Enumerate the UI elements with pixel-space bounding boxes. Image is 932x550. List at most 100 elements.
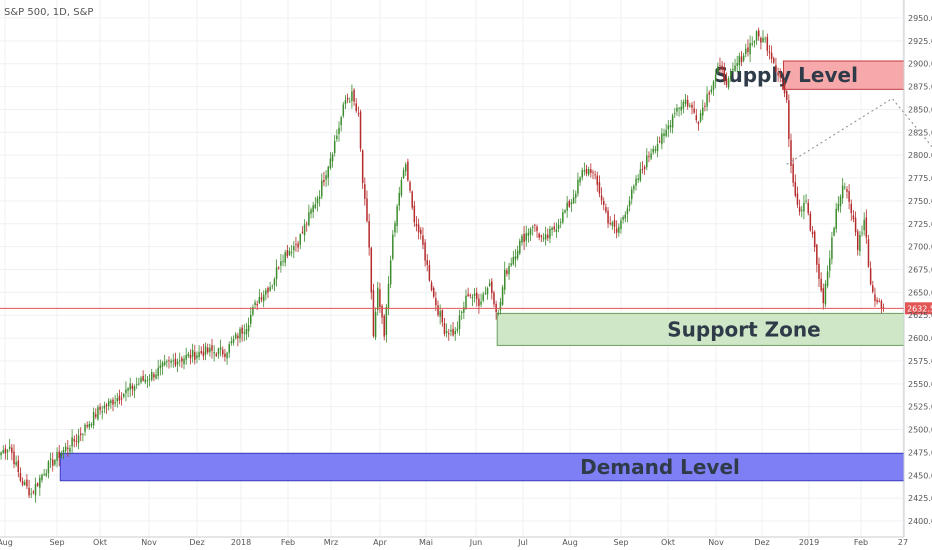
candle-body: [499, 301, 502, 311]
candle-body: [869, 268, 872, 285]
candle-body: [394, 223, 396, 233]
candle-body: [719, 65, 721, 66]
candle-body: [342, 104, 345, 116]
candle-body: [770, 52, 773, 59]
candle-body: [437, 305, 439, 315]
candle-body: [402, 170, 405, 178]
overlay: 2632.56: [0, 97, 932, 315]
candle-body: [357, 113, 360, 115]
candle-body: [237, 335, 239, 339]
candle-body: [856, 231, 859, 250]
candle-body: [97, 407, 99, 420]
candle-body: [376, 287, 379, 310]
candle-body: [454, 330, 456, 335]
candle-body: [198, 352, 200, 358]
candle-body: [863, 219, 865, 231]
y-tick-label: 2850.00: [908, 105, 932, 114]
candle-body: [624, 214, 627, 219]
candle-body: [680, 106, 682, 111]
candle-body: [105, 404, 108, 407]
candle-body: [865, 217, 868, 238]
candle-body: [129, 383, 131, 390]
candle-body: [11, 447, 13, 453]
candle-body: [460, 311, 463, 314]
candle-body: [788, 100, 790, 140]
candle-body: [534, 224, 536, 226]
candle-body: [262, 294, 265, 302]
candle-body: [75, 440, 78, 442]
candle-body: [79, 433, 82, 436]
candle-body: [639, 169, 642, 181]
candle-body: [469, 295, 472, 296]
candle-body: [602, 201, 605, 205]
candle-body: [30, 493, 32, 495]
candle-body: [310, 209, 312, 214]
candle-body: [389, 260, 392, 285]
candle-body: [49, 458, 52, 461]
candle-body: [501, 287, 504, 305]
candle-body: [417, 224, 420, 233]
candle-body: [107, 400, 110, 407]
candle-body: [475, 292, 478, 299]
y-tick-label: 2900.00: [908, 60, 932, 69]
candle-body: [762, 37, 764, 42]
candle-body: [422, 235, 424, 245]
candle-body: [878, 300, 881, 302]
candle-body: [181, 358, 183, 362]
candle-body: [452, 328, 454, 336]
candle-body: [234, 334, 237, 339]
candle-body: [142, 376, 144, 381]
candle-body: [626, 208, 629, 215]
candle-body: [381, 305, 383, 318]
candle-body: [82, 434, 84, 436]
x-tick-label: Nov: [141, 538, 157, 547]
candle-body: [465, 295, 467, 310]
candle-body: [239, 328, 241, 339]
candle-body: [540, 235, 543, 238]
candle-body: [478, 298, 480, 307]
candle-body: [596, 175, 599, 185]
candle-body: [321, 180, 323, 197]
candle-body: [28, 487, 30, 496]
candle-body: [194, 352, 196, 360]
candle-body: [153, 374, 155, 378]
grid: [0, 0, 904, 537]
candle-body: [58, 451, 60, 459]
candle-body: [846, 189, 848, 192]
candle-body: [777, 72, 779, 76]
candle-body: [723, 68, 726, 81]
candle-body: [230, 341, 233, 344]
candle-body: [217, 348, 220, 355]
candle-body: [41, 474, 43, 481]
candle-body: [572, 197, 575, 204]
candle-body: [738, 55, 741, 66]
candle-body: [445, 331, 448, 333]
candle-body: [710, 89, 713, 93]
candle-body: [441, 310, 444, 323]
candle-body: [271, 286, 274, 287]
candle-body: [665, 130, 667, 136]
candle-body: [555, 229, 558, 232]
candle-body: [833, 227, 835, 236]
candle-body: [174, 358, 177, 366]
candle-body: [450, 329, 452, 332]
candle-body: [519, 240, 521, 254]
candle-body: [583, 170, 586, 172]
candle-body: [19, 472, 22, 481]
candle-body: [77, 435, 80, 443]
candle-body: [148, 378, 151, 380]
candle-body: [503, 269, 506, 290]
candle-body: [508, 265, 510, 275]
candle-body: [785, 91, 788, 101]
x-tick-label: 2018: [231, 538, 251, 547]
candle-body: [112, 399, 114, 405]
candle-body: [551, 227, 553, 231]
candle-body: [568, 200, 571, 207]
candle-body: [265, 290, 267, 295]
candle-body: [125, 389, 127, 394]
candle-body: [23, 482, 26, 485]
candle-body: [331, 154, 334, 162]
candle-body: [794, 182, 797, 196]
candle-body: [850, 203, 853, 214]
